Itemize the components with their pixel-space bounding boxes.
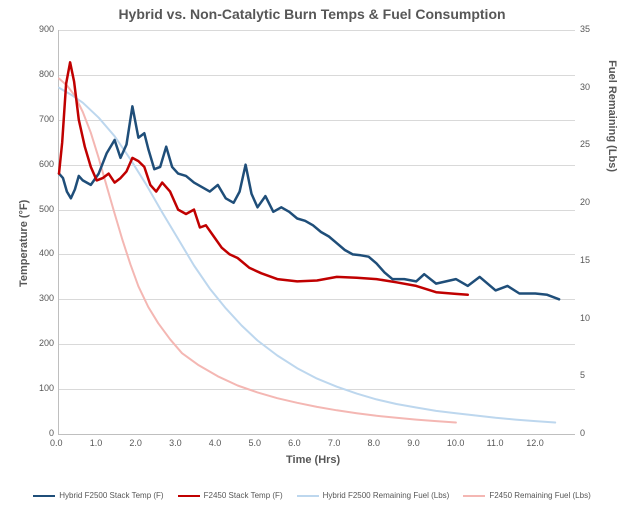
legend-item: Hybrid F2500 Remaining Fuel (Lbs) [297, 491, 450, 500]
legend-label: F2450 Stack Temp (F) [204, 491, 283, 500]
legend-swatch [297, 495, 319, 497]
x-tick: 4.0 [209, 438, 222, 448]
y-left-tick: 100 [39, 383, 54, 393]
y-right-tick: 5 [580, 370, 585, 380]
series-svg [59, 30, 575, 434]
y-left-tick: 500 [39, 204, 54, 214]
legend-label: Hybrid F2500 Stack Temp (F) [59, 491, 163, 500]
x-tick: 2.0 [129, 438, 142, 448]
y-left-axis-label: Temperature (°F) [18, 200, 30, 287]
series-line [59, 88, 555, 423]
y-right-tick: 35 [580, 24, 590, 34]
x-axis-label: Time (Hrs) [286, 454, 340, 466]
legend-label: F2450 Remaining Fuel (Lbs) [489, 491, 590, 500]
y-right-tick: 30 [580, 82, 590, 92]
chart-title: Hybrid vs. Non-Catalytic Burn Temps & Fu… [0, 6, 624, 22]
y-left-tick: 800 [39, 69, 54, 79]
legend-item: F2450 Remaining Fuel (Lbs) [463, 491, 590, 500]
x-tick: 10.0 [447, 438, 465, 448]
y-right-tick: 20 [580, 197, 590, 207]
x-tick: 3.0 [169, 438, 182, 448]
series-line [59, 62, 468, 294]
legend-label: Hybrid F2500 Remaining Fuel (Lbs) [323, 491, 450, 500]
y-right-axis-label: Fuel Remaining (Lbs) [606, 60, 618, 172]
x-tick: 0.0 [50, 438, 63, 448]
y-left-tick: 600 [39, 159, 54, 169]
legend-swatch [33, 495, 55, 497]
x-tick: 6.0 [288, 438, 301, 448]
x-tick: 1.0 [90, 438, 103, 448]
y-right-tick: 25 [580, 139, 590, 149]
x-tick: 7.0 [328, 438, 341, 448]
x-tick: 9.0 [407, 438, 420, 448]
x-tick: 11.0 [487, 438, 504, 448]
x-tick: 5.0 [248, 438, 261, 448]
y-left-tick: 0 [49, 428, 54, 438]
x-tick: 8.0 [368, 438, 381, 448]
plot-area [58, 30, 575, 435]
legend-item: F2450 Stack Temp (F) [178, 491, 283, 500]
legend-item: Hybrid F2500 Stack Temp (F) [33, 491, 163, 500]
series-line [59, 106, 559, 299]
y-left-tick: 200 [39, 338, 54, 348]
legend-swatch [178, 495, 200, 497]
y-right-tick: 10 [580, 313, 590, 323]
y-right-tick: 0 [580, 428, 585, 438]
y-left-tick: 700 [39, 114, 54, 124]
chart-legend: Hybrid F2500 Stack Temp (F) F2450 Stack T… [0, 491, 624, 500]
y-right-tick: 15 [580, 255, 590, 265]
legend-swatch [463, 495, 485, 497]
y-left-tick: 900 [39, 24, 54, 34]
series-line [59, 79, 456, 423]
x-tick: 12.0 [526, 438, 544, 448]
y-left-tick: 400 [39, 248, 54, 258]
y-left-tick: 300 [39, 293, 54, 303]
